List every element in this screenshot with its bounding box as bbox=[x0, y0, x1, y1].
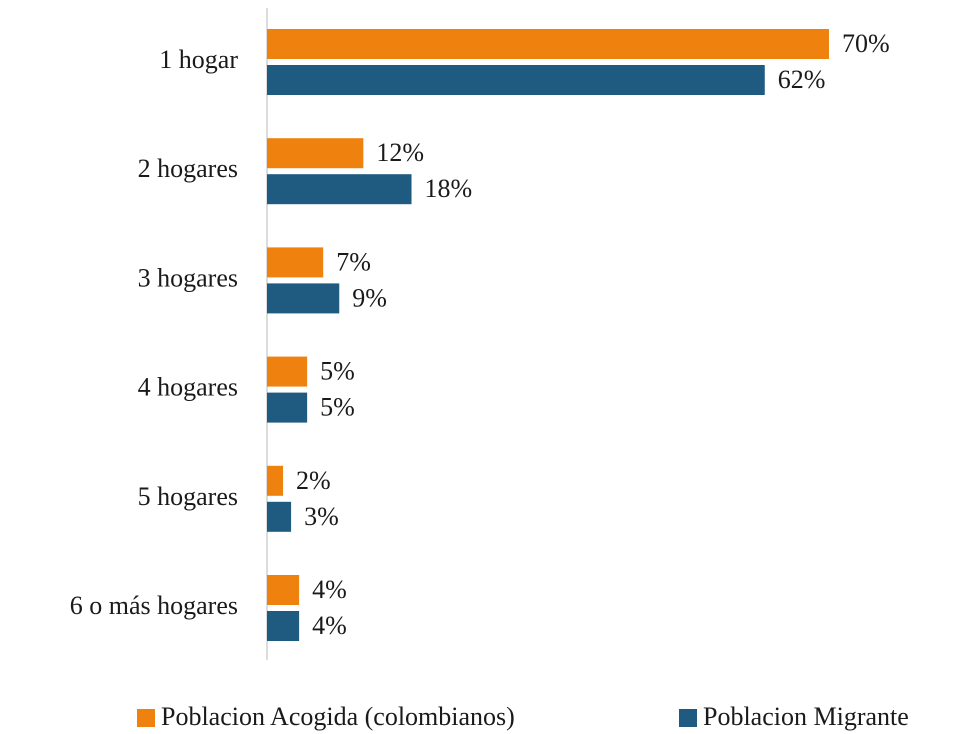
value-label: 18% bbox=[425, 174, 473, 203]
legend-label: Poblacion Acogida (colombianos) bbox=[161, 702, 515, 731]
value-label: 3% bbox=[304, 502, 339, 531]
bar bbox=[267, 29, 829, 59]
category-label: 1 hogar bbox=[159, 45, 238, 74]
bar bbox=[267, 575, 300, 605]
value-label: 5% bbox=[320, 393, 355, 422]
legend-swatch bbox=[137, 709, 155, 727]
value-label: 5% bbox=[320, 357, 355, 386]
bar bbox=[267, 356, 308, 387]
bar bbox=[267, 501, 292, 532]
bar bbox=[267, 138, 364, 169]
bar bbox=[267, 174, 412, 205]
category-label: 6 o más hogares bbox=[70, 591, 238, 620]
bar bbox=[267, 392, 308, 423]
value-label: 9% bbox=[352, 283, 387, 312]
bar bbox=[267, 65, 765, 95]
value-label: 62% bbox=[778, 65, 826, 94]
value-label: 70% bbox=[842, 29, 890, 58]
value-label: 12% bbox=[376, 138, 424, 167]
category-label: 2 hogares bbox=[138, 154, 238, 183]
bar bbox=[267, 611, 300, 641]
value-label: 7% bbox=[336, 247, 371, 276]
value-label: 4% bbox=[312, 575, 347, 604]
legend-swatch bbox=[679, 709, 697, 727]
category-label: 4 hogares bbox=[138, 373, 238, 402]
category-label: 3 hogares bbox=[138, 263, 238, 292]
value-label: 4% bbox=[312, 611, 347, 640]
legend-label: Poblacion Migrante bbox=[703, 702, 909, 731]
bar bbox=[267, 247, 324, 278]
value-label: 2% bbox=[296, 466, 331, 495]
bar bbox=[267, 283, 340, 314]
category-label: 5 hogares bbox=[138, 482, 238, 511]
bar bbox=[267, 465, 284, 496]
